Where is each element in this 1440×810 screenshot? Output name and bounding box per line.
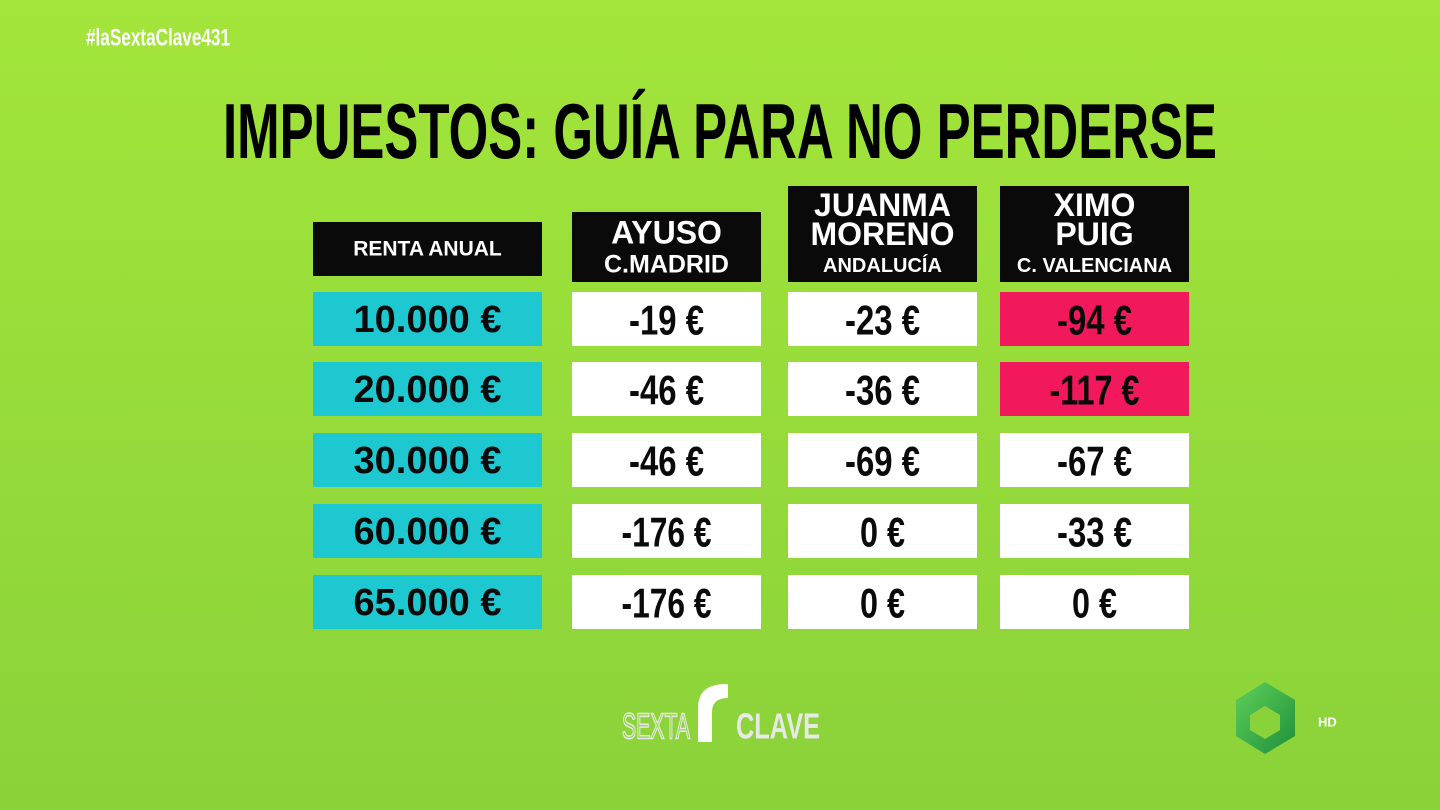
value-text: -46 € (629, 438, 704, 485)
value-text: -36 € (845, 367, 920, 414)
value-text: -33 € (1057, 509, 1132, 556)
value-cell (572, 433, 761, 487)
value-cell (788, 575, 977, 629)
header-text: MORENO (811, 216, 955, 252)
header-text: PUIG (1055, 216, 1133, 252)
value-cell (788, 292, 977, 346)
value-text: 0 € (860, 509, 905, 556)
income-text: 60.000 € (354, 511, 502, 553)
value-text: -176 € (622, 580, 712, 627)
value-cell (572, 292, 761, 346)
income-cell (313, 433, 542, 487)
value-text: 0 € (860, 580, 905, 627)
program-logo: SEXTA CLAVE (621, 684, 820, 747)
header-text: C.MADRID (604, 251, 729, 279)
income-cell (313, 292, 542, 346)
header-cell (572, 212, 761, 282)
income-text: 30.000 € (354, 440, 502, 482)
income-cell (313, 575, 542, 629)
header-text: RENTA ANUAL (353, 238, 502, 261)
channel-logo: HD (1236, 682, 1337, 754)
income-text: 20.000 € (354, 369, 502, 411)
value-text: -46 € (629, 367, 704, 414)
value-text: -67 € (1057, 438, 1132, 485)
value-text: -117 € (1050, 367, 1140, 414)
channel-hole (1250, 706, 1280, 739)
value-text: -94 € (1057, 297, 1132, 344)
value-text: 0 € (1072, 580, 1117, 627)
hashtag: #laSextaClave431 (86, 25, 230, 52)
header-cell (1000, 186, 1189, 282)
title: IMPUESTOS: GUÍA PARA NO PERDERSE (223, 87, 1217, 175)
value-cell (788, 362, 977, 416)
header-text: JUANMA (814, 187, 951, 223)
value-text: -176 € (622, 509, 712, 556)
value-cell (1000, 504, 1189, 558)
header-text: ANDALUCÍA (823, 254, 942, 277)
logo-left: SEXTA (622, 706, 690, 747)
value-cell (572, 362, 761, 416)
channel-tag: HD (1318, 715, 1337, 730)
income-text: 10.000 € (354, 299, 502, 341)
value-cell (1000, 433, 1189, 487)
logo-right: CLAVE (736, 706, 820, 747)
income-cell (313, 504, 542, 558)
value-text: -69 € (845, 438, 920, 485)
header-text: AYUSO (611, 215, 722, 251)
logo-mark (698, 684, 728, 742)
value-cell (1000, 292, 1189, 346)
value-cell (1000, 362, 1189, 416)
header-cell (313, 222, 542, 276)
header-text: C. VALENCIANA (1017, 255, 1172, 277)
value-cell (788, 433, 977, 487)
value-cell (572, 504, 761, 558)
income-cell (313, 362, 542, 416)
value-text: -19 € (629, 297, 704, 344)
value-text: -23 € (845, 297, 920, 344)
header-text: XIMO (1054, 187, 1136, 223)
value-cell (1000, 575, 1189, 629)
value-cell (572, 575, 761, 629)
header-cell (788, 186, 977, 282)
income-text: 65.000 € (354, 582, 502, 624)
value-cell (788, 504, 977, 558)
